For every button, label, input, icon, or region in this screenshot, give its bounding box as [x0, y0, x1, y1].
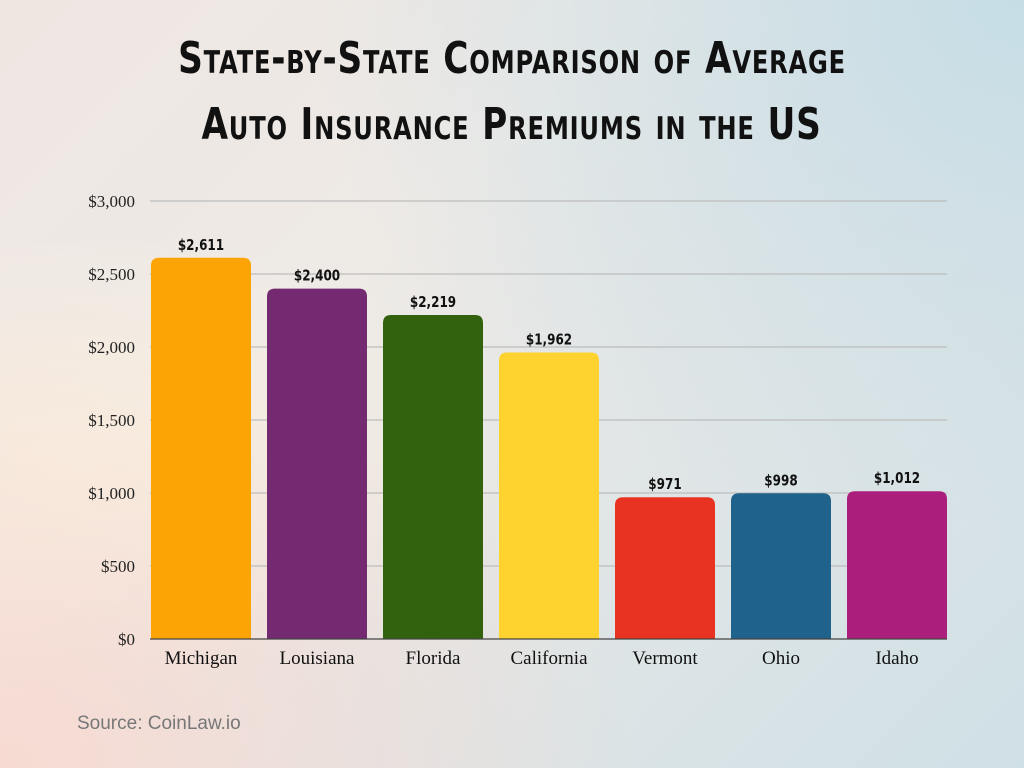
data-label: $971 [648, 476, 681, 494]
bar-california [499, 352, 599, 639]
data-label: $998 [764, 472, 797, 490]
bar-ohio [731, 493, 831, 639]
x-tick-label: Vermont [632, 648, 698, 669]
data-label: $1,012 [874, 470, 920, 488]
data-label: $1,962 [526, 331, 572, 349]
y-tick-label: $3,000 [88, 192, 135, 211]
data-label: $2,400 [294, 267, 340, 285]
y-tick-label: $500 [101, 557, 135, 576]
bar-idaho [847, 491, 947, 639]
data-label: $2,611 [178, 237, 224, 255]
bar-florida [383, 315, 483, 639]
x-tick-label: Ohio [762, 648, 800, 669]
data-label: $2,219 [410, 294, 456, 312]
y-tick-label: $1,500 [88, 411, 135, 430]
y-tick-label: $2,000 [88, 338, 135, 357]
x-tick-label: California [510, 648, 588, 669]
y-tick-label: $2,500 [88, 265, 135, 284]
title-line-1: State-by-State Comparison of Average [178, 33, 846, 84]
x-tick-label: Idaho [875, 648, 918, 669]
x-tick-label: Louisiana [280, 648, 355, 669]
x-tick-label: Michigan [165, 648, 238, 669]
bar-michigan [151, 257, 251, 639]
source-note: Source: CoinLaw.io [77, 713, 241, 734]
x-tick-label: Florida [406, 648, 461, 669]
y-tick-label: $0 [118, 630, 135, 649]
y-tick-label: $1,000 [88, 484, 135, 503]
bar-vermont [615, 497, 715, 639]
chart-title: State-by-State Comparison of Average Aut… [0, 26, 1024, 158]
bar-louisiana [267, 288, 367, 639]
title-line-2: Auto Insurance Premiums in the US [201, 99, 823, 150]
